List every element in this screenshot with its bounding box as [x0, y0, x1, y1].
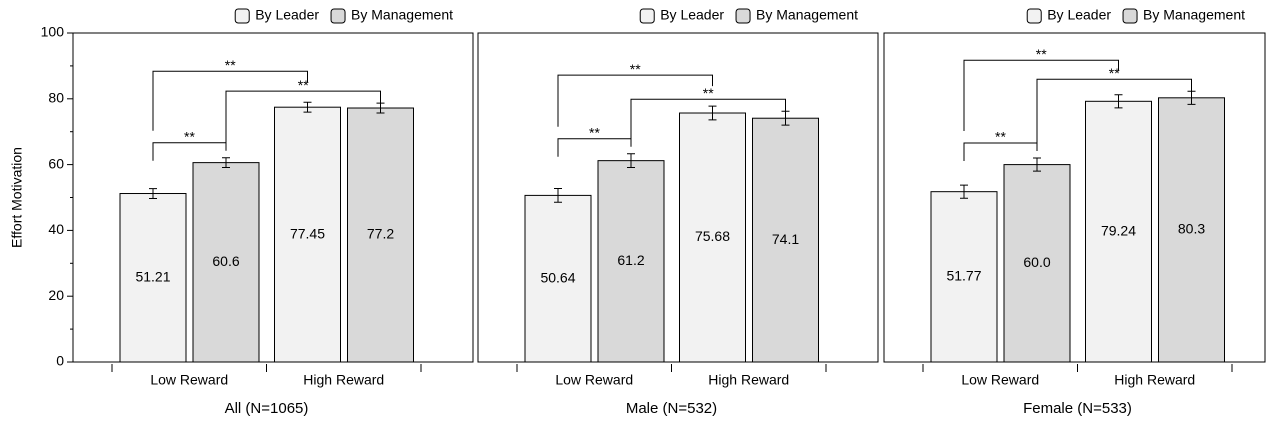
y-tick-label: 80: [48, 90, 64, 106]
significance-label: **: [995, 129, 1006, 145]
legend-swatch: [639, 8, 655, 24]
significance-bracket: [557, 138, 632, 157]
error-bar: [1114, 94, 1123, 109]
data-label: 74.1: [772, 231, 799, 247]
data-label: 51.21: [135, 268, 170, 284]
data-label: 61.2: [617, 252, 644, 268]
data-label: 60.6: [212, 253, 239, 269]
data-label: 51.77: [946, 268, 981, 284]
x-axis-label: Female (N=533): [1023, 400, 1132, 417]
y-tick-label: 40: [48, 221, 64, 237]
error-bar: [554, 187, 562, 203]
plot-frame: [883, 32, 1266, 363]
legend-swatch: [330, 8, 346, 24]
legend-label: By Leader: [660, 7, 724, 23]
significance-bracket: [963, 142, 1038, 162]
significance-bracket: [1036, 78, 1192, 151]
x-tick-label: Low Reward: [961, 372, 1039, 388]
significance-bracket: [152, 142, 227, 161]
y-tick-label: 20: [48, 287, 64, 303]
bar: [1003, 164, 1071, 363]
data-label: 75.68: [695, 228, 730, 244]
error-bar: [222, 157, 230, 169]
legend-label: By Leader: [255, 7, 319, 23]
y-axis-label: Effort Motivation: [9, 147, 25, 248]
legend-swatch: [1122, 8, 1138, 24]
bar: [1085, 100, 1152, 363]
legend-label: By Management: [1143, 7, 1245, 23]
legend-swatch: [735, 8, 751, 24]
bar: [347, 107, 414, 363]
bar: [524, 194, 592, 363]
data-label: 80.3: [1178, 221, 1205, 237]
x-axis-label: All (N=1065): [225, 400, 309, 417]
data-label: 79.24: [1101, 222, 1136, 238]
significance-label: **: [184, 128, 195, 144]
bar: [597, 160, 665, 363]
bar: [274, 106, 341, 363]
plot-frame: [477, 32, 879, 363]
significance-bracket: [557, 74, 713, 127]
significance-label: **: [630, 61, 641, 77]
significance-bracket: [152, 70, 308, 131]
legend-swatch: [1026, 8, 1042, 24]
error-bar: [1033, 157, 1041, 172]
error-bar: [627, 153, 635, 169]
legend-swatch: [234, 8, 250, 24]
x-tick-label: High Reward: [303, 372, 384, 388]
significance-bracket: [630, 98, 786, 146]
bar: [930, 191, 998, 363]
x-tick-label: High Reward: [1114, 372, 1195, 388]
error-bar: [708, 105, 717, 121]
significance-label: **: [703, 85, 714, 101]
legend-label: By Leader: [1047, 7, 1111, 23]
y-tick-label: 60: [48, 155, 64, 171]
significance-label: **: [1036, 46, 1047, 62]
data-label: 60.0: [1023, 254, 1050, 270]
bar: [119, 193, 187, 363]
x-tick-label: Low Reward: [150, 372, 228, 388]
significance-bracket: [225, 90, 381, 150]
y-tick-label: 100: [41, 24, 65, 40]
bar: [1158, 97, 1225, 363]
data-label: 77.2: [367, 226, 394, 242]
significance-bracket: [963, 59, 1119, 132]
legend-label: By Management: [756, 7, 858, 23]
significance-label: **: [225, 57, 236, 73]
x-tick-label: Low Reward: [555, 372, 633, 388]
bar: [679, 112, 746, 363]
x-tick-label: High Reward: [708, 372, 789, 388]
error-bar: [960, 184, 968, 199]
significance-label: **: [298, 77, 309, 93]
legend-label: By Management: [351, 7, 453, 23]
significance-label: **: [1109, 65, 1120, 81]
bar: [192, 162, 260, 363]
error-bar: [303, 101, 312, 113]
y-tick-label: 0: [56, 353, 64, 369]
x-axis-label: Male (N=532): [626, 400, 717, 417]
significance-label: **: [589, 124, 600, 140]
error-bar: [149, 188, 157, 199]
data-label: 77.45: [290, 225, 325, 241]
data-label: 50.64: [540, 269, 575, 285]
